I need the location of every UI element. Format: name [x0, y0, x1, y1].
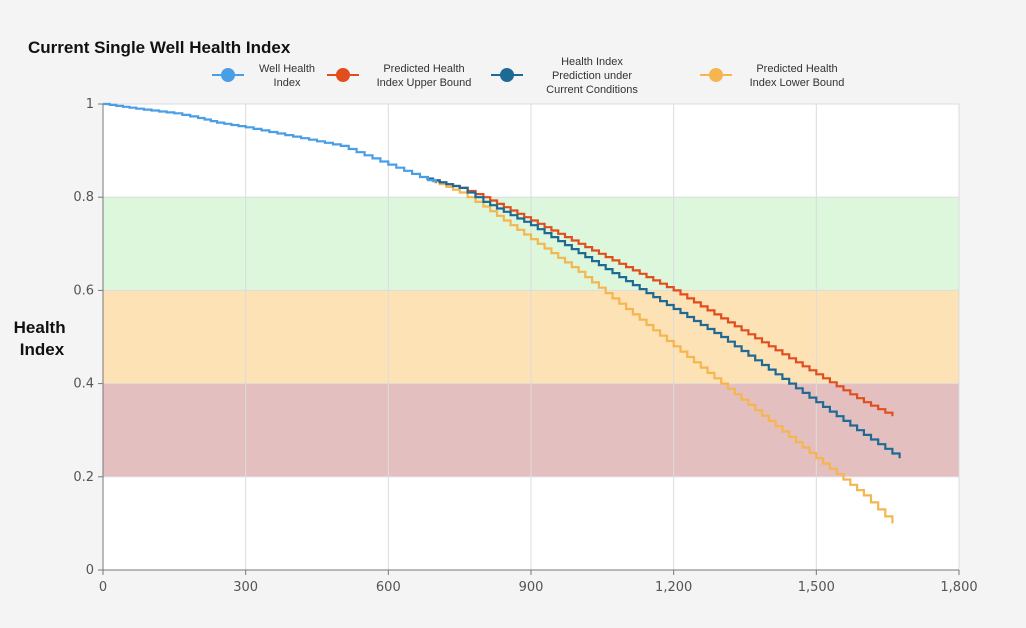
plot-area: 0 300 600 900 1,200 1,500 1,800 0 0.2 0.4 0.6 0.8 1	[73, 97, 977, 595]
legend: Well Health Index Predicted Health Index Up…	[212, 56, 844, 96]
series-line-health-index-prediction-under-current-conditions	[426, 177, 901, 459]
series-line-well-health-index	[103, 102, 437, 184]
x-tick-label: 0	[99, 580, 107, 595]
series-line-predicted-health-index-upper-bound	[426, 177, 894, 417]
chart-title: Current Single Well Health Index	[28, 38, 291, 57]
legend-label: Predicted Health Index Lower Bound	[750, 63, 845, 89]
y-axis-label: Health Index	[14, 318, 71, 359]
legend-label-line: Index Upper Bound	[377, 77, 472, 89]
legend-label-line: Predicted Health	[756, 63, 837, 75]
legend-label: Predicted Health Index Upper Bound	[377, 63, 472, 89]
legend-swatch-marker	[336, 68, 350, 82]
legend-item-predicted-health-index-lower-bound: Predicted Health Index Lower Bound	[700, 63, 844, 89]
legend-item-predicted-health-index-upper-bound: Predicted Health Index Upper Bound	[327, 63, 471, 89]
legend-label-line: Current Conditions	[546, 84, 638, 96]
x-tick-label: 300	[233, 580, 258, 595]
y-tick-label: 0.2	[73, 470, 94, 485]
y-tick-label: 1	[86, 97, 94, 112]
legend-swatch-marker	[221, 68, 235, 82]
y-tick-label: 0.4	[73, 377, 94, 392]
legend-label-line: Predicted Health	[383, 63, 464, 75]
y-axis-label-line-2: Index	[20, 340, 65, 359]
legend-label: Well Health Index	[259, 63, 315, 89]
series-line-predicted-health-index-lower-bound	[426, 177, 894, 524]
x-tick-label: 1,500	[798, 580, 835, 595]
y-tick-label: 0	[86, 563, 94, 578]
legend-item-well-health-index: Well Health Index	[212, 63, 315, 89]
legend-swatch-marker	[709, 68, 723, 82]
legend-label-line: Prediction under	[552, 70, 632, 82]
legend-label-line: Index Lower Bound	[750, 77, 845, 89]
x-tick-label: 600	[376, 580, 401, 595]
legend-swatch-marker	[500, 68, 514, 82]
legend-label-line: Index	[274, 77, 301, 89]
legend-item-health-index-prediction-under-current-conditions: Health Index Prediction under Current Cond…	[491, 56, 638, 96]
y-axis-label-line-1: Health	[14, 318, 66, 337]
y-tick-label: 0.8	[73, 190, 94, 205]
legend-label: Health Index Prediction under Current Cond…	[546, 56, 638, 96]
x-tick-label: 1,800	[940, 580, 977, 595]
x-tick-label: 900	[519, 580, 544, 595]
x-tick-label: 1,200	[655, 580, 692, 595]
legend-label-line: Well Health	[259, 63, 315, 75]
legend-label-line: Health Index	[561, 56, 623, 68]
y-tick-label: 0.6	[73, 283, 94, 298]
